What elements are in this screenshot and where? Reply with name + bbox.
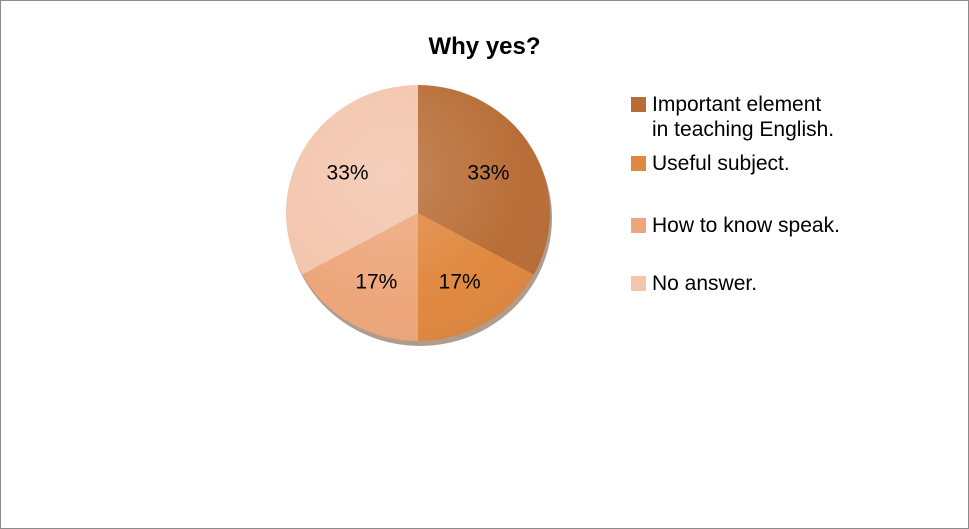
legend-swatch <box>631 156 646 171</box>
pie-data-label: 17% <box>355 270 397 293</box>
legend-item-useful: Useful subject. <box>631 151 932 176</box>
legend-item-how-to-know: How to know speak. <box>631 213 932 238</box>
legend-label: Important element in teaching English. <box>652 93 835 141</box>
legend-swatch <box>631 218 646 233</box>
legend-label: Useful subject. <box>652 152 790 175</box>
legend-swatch <box>631 276 646 291</box>
legend-swatch <box>631 97 646 112</box>
legend-item-no-answer: No answer. <box>631 271 932 296</box>
pie-data-label: 17% <box>439 270 481 293</box>
legend-label: No answer. <box>652 272 758 295</box>
legend-item-important: Important element in teaching English. <box>631 92 932 142</box>
pie-data-label: 33% <box>467 162 509 185</box>
chart-title: Why yes? <box>428 33 541 60</box>
pie-shading <box>286 85 550 341</box>
pie-data-label: 33% <box>327 162 369 185</box>
legend-label: How to know speak. <box>652 214 840 237</box>
